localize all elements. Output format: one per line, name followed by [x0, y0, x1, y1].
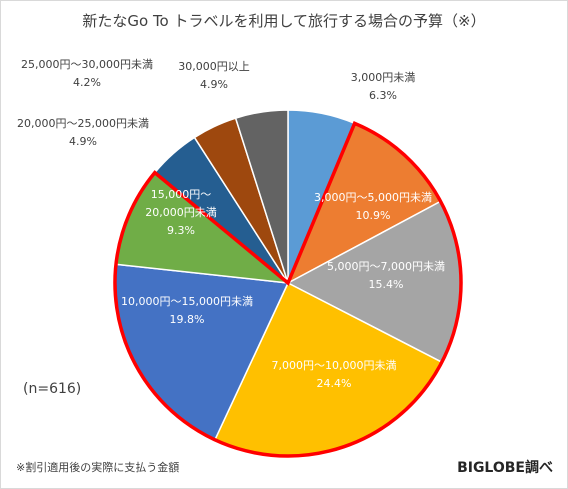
slice-name-6: 20,000円未満	[145, 206, 217, 219]
slice-label-2: 3,000円～5,000円未満 10.9%	[314, 191, 432, 222]
slice-name-9: 30,000円以上	[178, 60, 250, 73]
slice-value-9: 4.9%	[200, 78, 228, 91]
slice-label-1: 3,000円未満 6.3%	[351, 71, 416, 102]
slice-label-6: 15,000円～ 20,000円未満 9.3%	[145, 188, 217, 237]
slice-labels: 3,000円未満 6.3% 3,000円～5,000円未満 10.9% 5,000円～7…	[17, 58, 445, 390]
source-label: BIGLOBE調べ	[457, 459, 553, 476]
slice-name-4: 7,000円～10,000円未満	[272, 359, 397, 372]
slice-value-6: 9.3%	[167, 224, 195, 237]
slice-value-3: 15.4%	[369, 278, 404, 291]
footnote: ※割引適用後の実際に支払う金額	[16, 460, 179, 474]
slice-label-3: 5,000円～7,000円未満 15.4%	[327, 260, 445, 291]
slice-name-7: 20,000円～25,000円未満	[17, 117, 149, 130]
slice-label-4: 7,000円～10,000円未満 24.4%	[272, 359, 397, 390]
highlight-outline	[113, 121, 463, 458]
slice-value-7: 4.9%	[69, 135, 97, 148]
slice-label-7: 20,000円～25,000円未満 4.9%	[17, 117, 149, 148]
slice-value-2: 10.9%	[356, 209, 391, 222]
slice-value-5: 19.8%	[170, 313, 205, 326]
slice-name-2: 3,000円～5,000円未満	[314, 191, 432, 204]
slice-name-6: 15,000円～	[151, 188, 212, 201]
slice-value-4: 24.4%	[317, 377, 352, 390]
slice-label-8: 25,000円～30,000円未満 4.2%	[21, 58, 153, 89]
slice-name-5: 10,000円～15,000円未満	[121, 295, 253, 308]
slice-value-8: 4.2%	[73, 76, 101, 89]
sample-size-label: (n=616)	[23, 381, 81, 397]
slice-name-8: 25,000円～30,000円未満	[21, 58, 153, 71]
slice-label-5: 10,000円～15,000円未満 19.8%	[121, 295, 253, 326]
pie-slice-9	[234, 109, 289, 284]
slice-value-1: 6.3%	[369, 89, 397, 102]
chart-title: 新たなGo To トラベルを利用して旅行する場合の予算（※）	[82, 12, 485, 30]
slice-label-9: 30,000円以上 4.9%	[178, 60, 250, 91]
slice-name-3: 5,000円～7,000円未満	[327, 260, 445, 273]
slice-name-1: 3,000円未満	[351, 71, 416, 84]
